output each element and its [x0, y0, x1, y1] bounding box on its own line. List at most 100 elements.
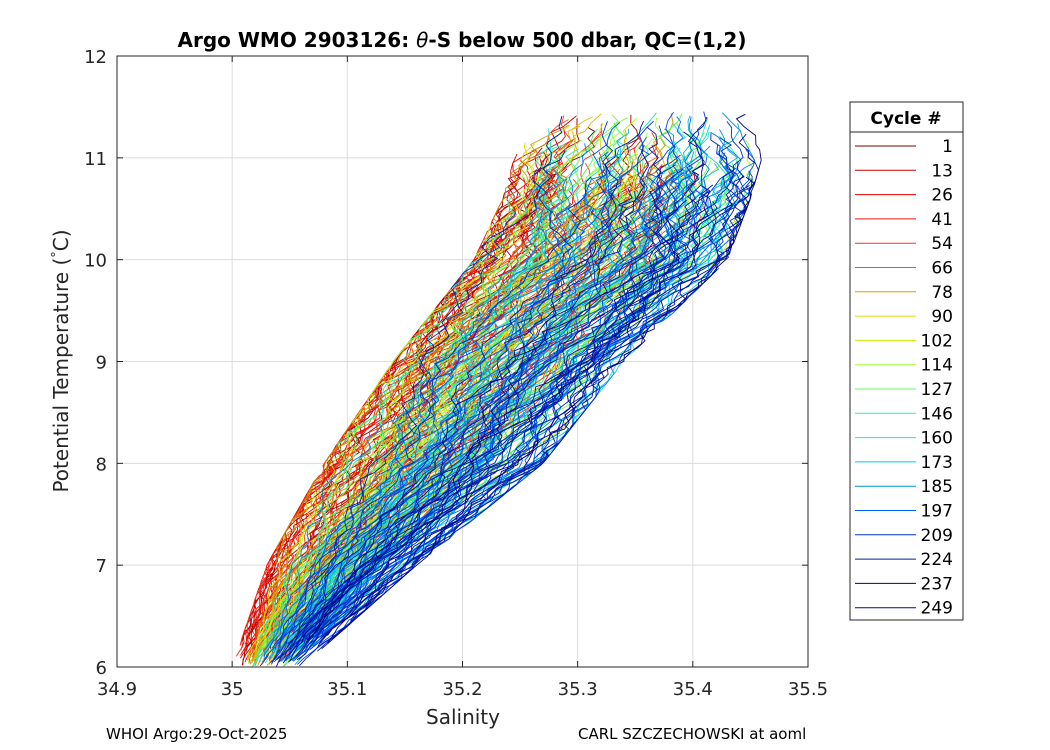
profile-line — [305, 199, 687, 643]
profile-line — [299, 185, 750, 667]
profile-line — [332, 166, 741, 638]
profile-line — [328, 169, 756, 633]
title-suffix: -S below 500 dbar, QC=(1,2) — [428, 28, 746, 52]
legend-box — [849, 101, 964, 621]
profile-line — [263, 143, 587, 660]
profile-line — [263, 128, 598, 654]
y-tick-label: 9 — [96, 353, 107, 374]
legend-label: 185 — [921, 477, 953, 497]
legend-label: 54 — [931, 234, 953, 254]
y-tick-label: 12 — [84, 47, 107, 68]
profile-line — [276, 180, 645, 660]
profile-line — [239, 153, 521, 659]
legend: Cycle # 1 13 26 41 54 66 78 90 102 114 127 146 160 17… — [849, 101, 964, 621]
x-tick-label: 35.1 — [327, 679, 367, 700]
profile-line — [303, 176, 592, 644]
profile-line — [288, 137, 735, 653]
x-tick-label: 35.2 — [442, 679, 482, 700]
legend-label: 26 — [931, 186, 953, 206]
profile-line — [271, 128, 629, 652]
profile-line — [250, 201, 511, 651]
profile-line — [255, 125, 570, 660]
profile-line — [298, 133, 739, 660]
profile-line — [327, 176, 755, 644]
footer-date: WHOI Argo:29-Oct-2025 — [106, 725, 288, 743]
legend-label: 146 — [921, 404, 953, 424]
title-theta: θ — [416, 28, 428, 52]
legend-label: 197 — [921, 502, 953, 522]
x-tick-label: 34.9 — [97, 679, 137, 700]
x-tick-label: 35.4 — [673, 679, 713, 700]
profile-line — [256, 181, 547, 663]
legend-label: 237 — [921, 574, 953, 594]
x-tick-label: 35 — [221, 679, 244, 700]
legend-label: 224 — [921, 550, 953, 570]
profile-line — [271, 170, 630, 663]
legend-label: 173 — [921, 453, 953, 473]
profile-line — [300, 192, 752, 642]
profile-line — [283, 188, 633, 658]
y-label-degree: ° — [50, 251, 65, 258]
profile-line — [305, 201, 718, 640]
profile-line — [255, 147, 552, 661]
profile-line — [327, 161, 745, 636]
x-axis-label: Salinity — [426, 705, 500, 729]
legend-label: 127 — [921, 380, 953, 400]
y-tick-label: 11 — [84, 149, 107, 170]
profile-line — [260, 165, 563, 644]
legend-label: 209 — [921, 526, 953, 546]
y-label-suffix: C) — [49, 229, 73, 251]
legend-label: 1 — [942, 137, 953, 157]
profile-line — [274, 168, 621, 636]
legend-label: 13 — [931, 161, 953, 181]
profile-line — [294, 140, 679, 641]
profile-line — [312, 178, 571, 647]
profile-line — [292, 168, 684, 662]
profile-line — [287, 115, 563, 645]
legend-label: 66 — [931, 259, 953, 279]
profile-line — [296, 207, 610, 632]
axis-ticks: 34.9 35 35.1 35.2 35.3 35.4 35.5 6 7 8 9 10 11 12 — [84, 47, 828, 700]
profile-line — [285, 120, 655, 661]
title-prefix: Argo WMO 2903126: — [178, 28, 417, 52]
profile-line — [277, 173, 565, 645]
y-tick-label: 6 — [96, 658, 107, 679]
profile-line — [289, 144, 649, 662]
profile-line — [308, 190, 680, 640]
legend-label: 249 — [921, 599, 953, 619]
profile-line — [276, 122, 621, 654]
profile-line — [321, 121, 744, 635]
profile-line — [292, 181, 623, 646]
y-tick-label: 10 — [84, 251, 107, 272]
profile-line — [318, 116, 710, 645]
footer-author: CARL SZCZECHOWSKI at aoml — [578, 725, 807, 743]
profile-line — [274, 131, 613, 636]
profile-line — [261, 136, 650, 665]
legend-label: 41 — [931, 210, 953, 230]
legend-label: 78 — [931, 283, 953, 303]
profile-line — [263, 113, 602, 643]
profile-line — [244, 149, 537, 663]
y-tick-label: 7 — [96, 556, 107, 577]
legend-label: 114 — [921, 356, 953, 376]
profile-line — [296, 172, 685, 648]
legend-entries: 1 13 26 41 54 66 78 90 102 114 127 146 160 173 185 197 2… — [855, 137, 953, 619]
profile-line — [255, 166, 604, 653]
y-axis-label: Potential Temperature (°C) — [49, 229, 73, 492]
profile-line — [321, 113, 762, 649]
profile-line — [271, 210, 516, 665]
profile-line — [292, 150, 573, 635]
legend-label: 102 — [921, 331, 953, 351]
x-tick-label: 35.3 — [558, 679, 598, 700]
profile-line — [288, 112, 756, 659]
y-tick-label: 8 — [96, 454, 107, 475]
profile-line — [311, 163, 706, 639]
profile-line — [251, 192, 516, 667]
profiles-layer — [235, 111, 762, 667]
profile-line — [283, 113, 674, 635]
profile-line — [266, 183, 592, 646]
profile-line — [280, 124, 569, 635]
profile-line — [306, 127, 662, 641]
legend-title: Cycle # — [870, 109, 941, 129]
chart-title: Argo WMO 2903126: θ-S below 500 dbar, QC… — [178, 28, 747, 52]
